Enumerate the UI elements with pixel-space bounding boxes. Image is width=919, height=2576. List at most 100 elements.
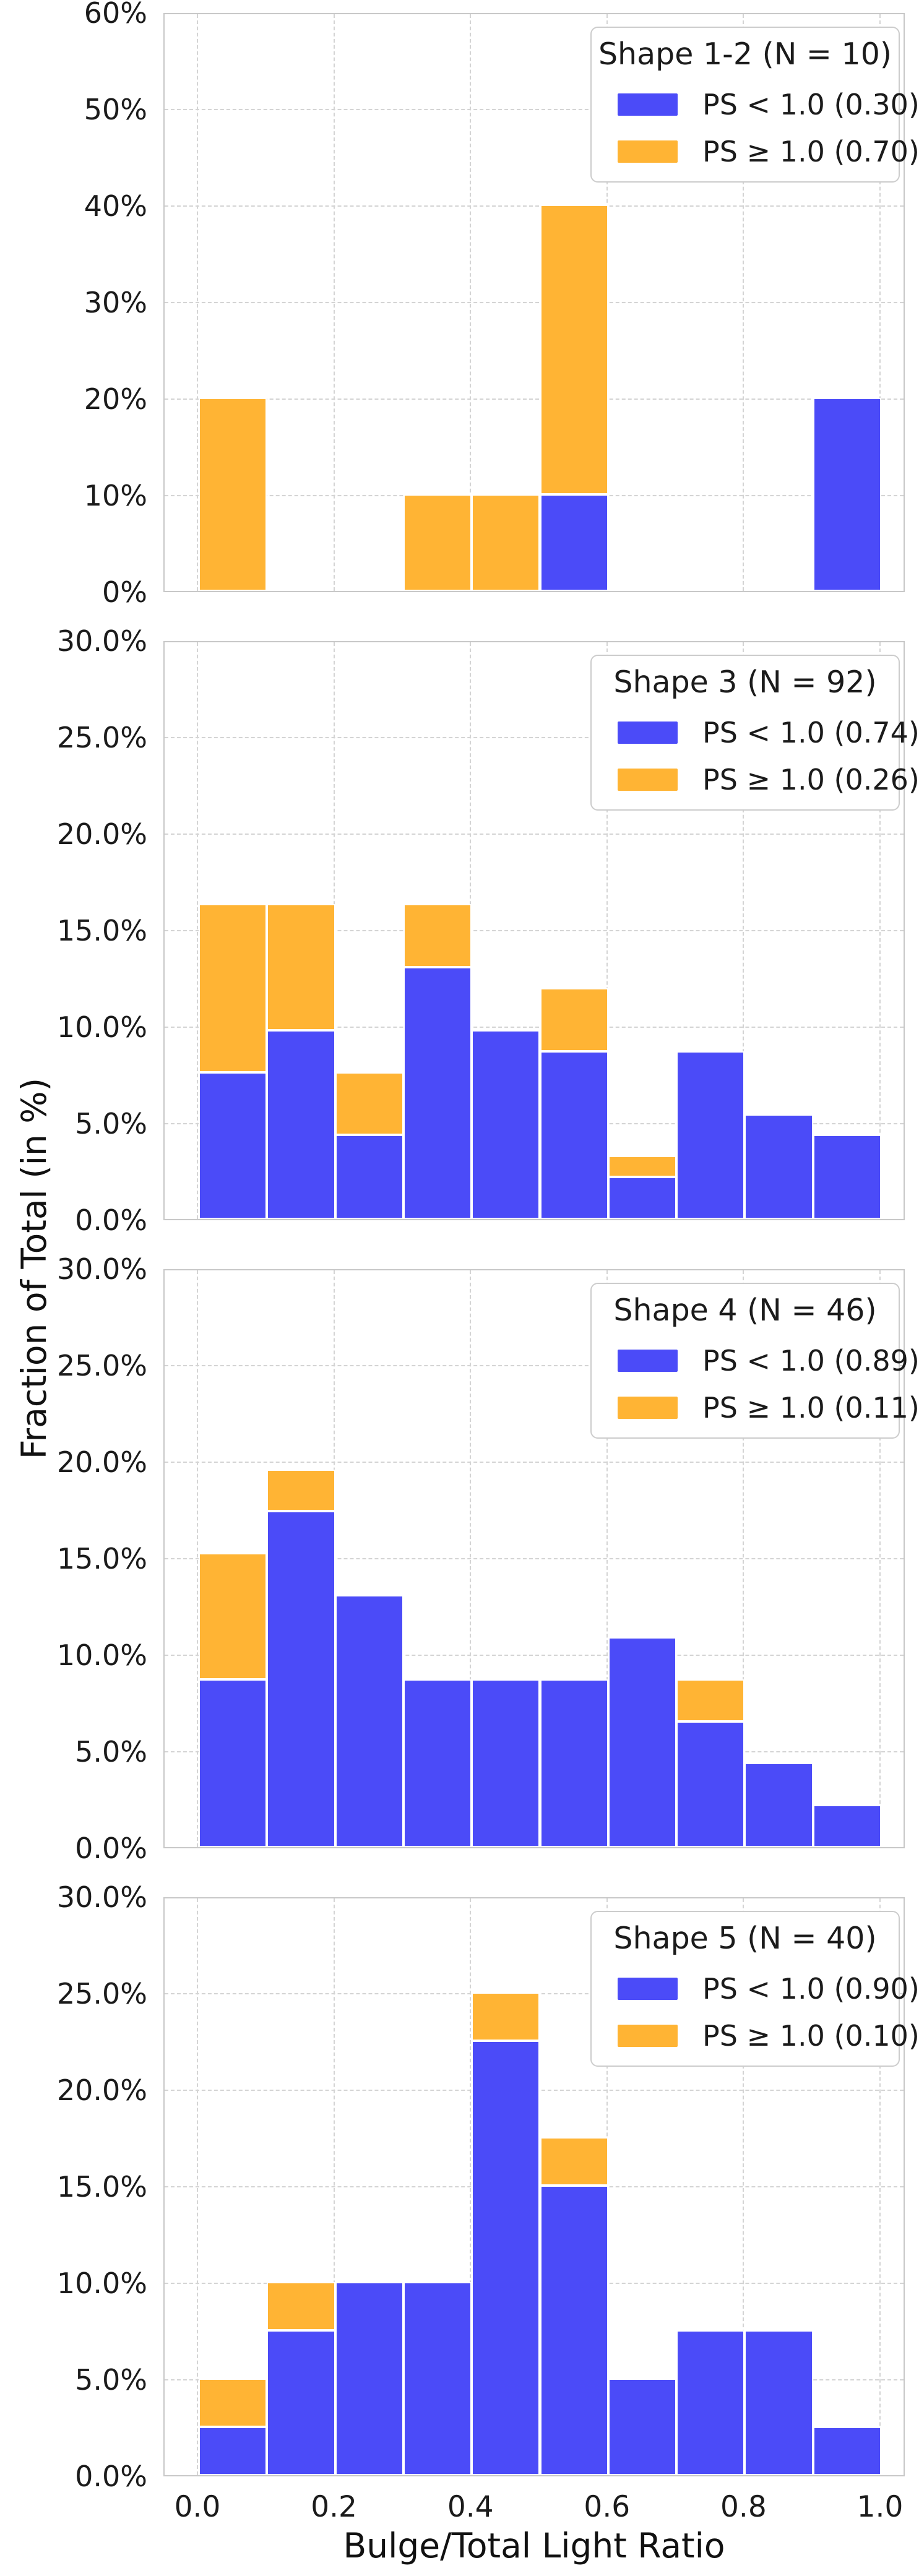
h-gridline — [165, 205, 904, 207]
bar-segment-blue — [813, 1805, 881, 1847]
v-gridline — [470, 14, 472, 591]
y-tick-label: 20.0% — [56, 817, 147, 851]
legend-item-label: PS ≥ 1.0 (0.10) — [702, 2019, 919, 2053]
x-tick-label: 1.0 — [856, 2490, 904, 2524]
bar-segment-blue — [199, 1072, 267, 1219]
legend-swatch-blue — [618, 93, 678, 116]
bar-segment-blue — [813, 398, 881, 591]
legend-item: PS < 1.0 (0.89) — [592, 1345, 919, 1377]
y-tick-label: 20% — [84, 382, 147, 416]
bar-segment-blue — [335, 1135, 403, 1219]
legend-item: PS < 1.0 (0.90) — [592, 1973, 919, 2005]
y-tick-label: 30.0% — [56, 624, 147, 658]
legend: Shape 1-2 (N = 10) PS < 1.0 (0.30) PS ≥ 1… — [590, 27, 919, 183]
legend: Shape 4 (N = 46) PS < 1.0 (0.89) PS ≥ 1.0… — [590, 1283, 919, 1439]
bar-segment-orange — [540, 988, 608, 1051]
y-tick-label: 0.0% — [75, 1832, 147, 1865]
bar-segment-blue — [540, 2186, 608, 2475]
bar-segment-orange — [472, 1992, 540, 2041]
y-tick-label: 15.0% — [56, 2170, 147, 2203]
y-tick-label: 0.0% — [75, 1204, 147, 1237]
legend-item-label: PS ≥ 1.0 (0.11) — [702, 1391, 919, 1424]
legend-item-label: PS ≥ 1.0 (0.70) — [702, 135, 919, 168]
v-gridline — [606, 1270, 608, 1847]
bar-segment-orange — [267, 1469, 335, 1512]
legend-item: PS ≥ 1.0 (0.11) — [592, 1392, 919, 1424]
h-gridline — [165, 1655, 904, 1656]
bar-segment-blue — [403, 1679, 472, 1847]
legend-swatch-orange — [618, 1397, 678, 1419]
legend-item: PS ≥ 1.0 (0.10) — [592, 2020, 919, 2052]
legend-item: PS ≥ 1.0 (0.70) — [592, 136, 919, 168]
h-gridline — [165, 302, 904, 303]
v-gridline — [743, 1270, 744, 1847]
v-gridline — [197, 1898, 198, 2475]
bar-segment-blue — [335, 1595, 403, 1847]
bar-segment-orange — [540, 205, 608, 494]
v-gridline — [333, 14, 335, 591]
legend-item: PS ≥ 1.0 (0.26) — [592, 764, 919, 796]
y-tick-label: 25.0% — [56, 721, 147, 754]
y-tick-label: 0.0% — [75, 2460, 147, 2493]
h-gridline — [165, 1462, 904, 1463]
h-gridline — [165, 1365, 904, 1366]
panel-plot-area-3: Shape 4 (N = 46) PS < 1.0 (0.89) PS ≥ 1.0… — [163, 1269, 919, 1848]
h-gridline — [165, 109, 904, 110]
bar-segment-blue — [744, 2330, 813, 2475]
bar-segment-orange — [267, 904, 335, 1030]
v-gridline — [197, 642, 198, 1219]
h-gridline — [165, 930, 904, 931]
bar-segment-blue — [472, 2041, 540, 2475]
y-tick-label: 30.0% — [56, 1880, 147, 1914]
y-tick-label: 20.0% — [56, 2074, 147, 2107]
legend-item-label: PS ≥ 1.0 (0.26) — [702, 763, 919, 796]
x-tick-label: 0.8 — [720, 2490, 767, 2524]
h-gridline — [165, 834, 904, 835]
v-gridline — [879, 1898, 881, 2475]
y-tick-label: 15.0% — [56, 1542, 147, 1575]
legend-swatch-blue — [618, 1350, 678, 1372]
y-tick-label: 5.0% — [75, 2363, 147, 2397]
v-gridline — [606, 642, 608, 1219]
legend-swatch-orange — [618, 2025, 678, 2047]
y-tick-label: 25.0% — [56, 1977, 147, 2010]
legend-swatch-orange — [618, 769, 678, 791]
bar-segment-blue — [608, 1637, 677, 1847]
legend-item-label: PS < 1.0 (0.90) — [702, 1972, 919, 2005]
legend-swatch-orange — [618, 140, 678, 163]
bar-segment-blue — [267, 1511, 335, 1847]
bar-segment-blue — [267, 1030, 335, 1219]
y-tick-label: 30% — [84, 286, 147, 319]
bar-segment-blue — [676, 2330, 745, 2475]
y-tick-label: 30.0% — [56, 1252, 147, 1286]
bar-segment-orange — [403, 904, 472, 968]
y-tick-label: 5.0% — [75, 1107, 147, 1140]
bar-segment-blue — [813, 1135, 881, 1219]
v-gridline — [879, 1270, 881, 1847]
bar-segment-blue — [744, 1763, 813, 1847]
panel-plot-area-4: Shape 5 (N = 40) PS < 1.0 (0.90) PS ≥ 1.0… — [163, 1897, 919, 2476]
v-gridline — [743, 14, 744, 591]
h-gridline — [165, 1027, 904, 1028]
y-tick-label: 20.0% — [56, 1445, 147, 1479]
y-tick-label: 10.0% — [56, 2267, 147, 2300]
y-tick-label: 10.0% — [56, 1639, 147, 1672]
bar-segment-orange — [267, 2282, 335, 2330]
y-tick-label: 0% — [102, 575, 147, 609]
v-gridline — [743, 642, 744, 1219]
v-gridline — [197, 14, 198, 591]
legend-item-label: PS < 1.0 (0.89) — [702, 1344, 919, 1377]
legend-title: Shape 3 (N = 92) — [613, 665, 877, 700]
legend-swatch-blue — [618, 1978, 678, 2000]
bar-segment-orange — [199, 904, 267, 1072]
bar-segment-orange — [472, 494, 540, 591]
legend-item: PS < 1.0 (0.30) — [592, 88, 919, 121]
v-gridline — [197, 1270, 198, 1847]
y-tick-label: 25.0% — [56, 1349, 147, 1382]
y-tick-label: 5.0% — [75, 1735, 147, 1768]
bar-segment-orange — [676, 1679, 745, 1721]
bar-segment-orange — [403, 494, 472, 591]
h-gridline — [165, 1558, 904, 1559]
v-gridline — [879, 14, 881, 591]
